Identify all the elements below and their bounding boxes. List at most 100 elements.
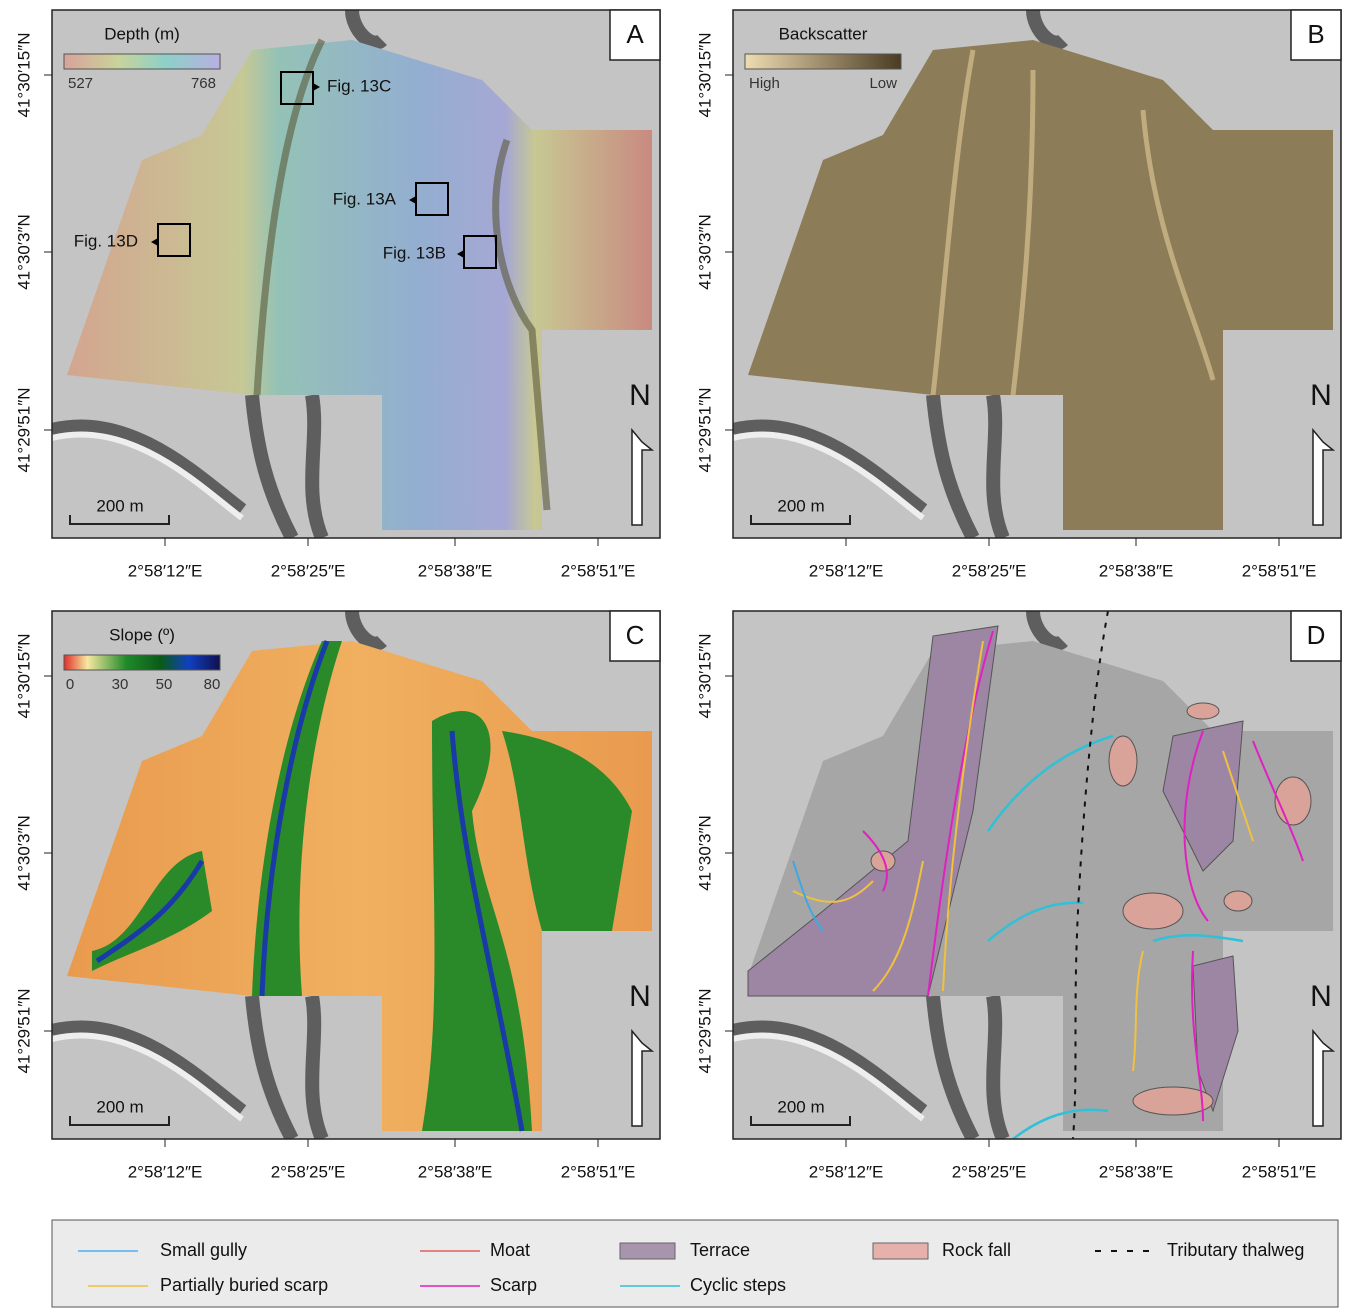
tributary-thalweg [1072, 611, 1109, 1139]
gully-shade [52, 10, 387, 538]
legend-swatch [872, 1242, 929, 1260]
figure-pointer [457, 250, 464, 258]
rock-fall [1108, 735, 1138, 787]
panel-label-box [609, 9, 661, 61]
panel-label-box [1290, 9, 1342, 61]
north-arrow [1312, 427, 1336, 526]
panel-label: A [626, 19, 644, 49]
colorbar-tick-label: 527 [68, 75, 93, 92]
colorbar-title: Depth (m) [104, 24, 180, 43]
panel-frame [732, 610, 1342, 1140]
gully-shade [52, 611, 387, 1139]
x-tick-label: 2°58′51″E [1242, 1162, 1317, 1181]
small-gully [792, 860, 824, 932]
gully-light [733, 1032, 925, 1122]
backscatter-streak [930, 49, 1216, 396]
north-label: N [629, 379, 651, 412]
north-label: N [1310, 379, 1332, 412]
north-label: N [1310, 980, 1332, 1013]
scale-bar [69, 1116, 170, 1126]
panel-frame [732, 9, 1342, 539]
y-tick-label: 41°30′3″N [695, 815, 714, 891]
panel-frame [51, 610, 661, 1140]
rock-fall [1223, 890, 1253, 912]
x-tick-label: 2°58′25″E [952, 561, 1027, 580]
legend-label: Scarp [490, 1275, 537, 1295]
legend-label: Terrace [690, 1240, 750, 1260]
y-tick-label: 41°30′3″N [14, 214, 33, 290]
y-tick-label: 41°30′15″N [14, 633, 33, 718]
colorbar-title: Backscatter [779, 24, 868, 43]
y-tick-label: 41°30′15″N [14, 32, 33, 117]
rock-fall [1186, 702, 1220, 720]
x-tick-label: 2°58′25″E [952, 1162, 1027, 1181]
scale-bar [750, 515, 851, 525]
legend-label: Moat [490, 1240, 530, 1260]
x-tick-label: 2°58′38″E [1099, 561, 1174, 580]
x-tick-label: 2°58′38″E [1099, 1162, 1174, 1181]
figure-pointer [409, 196, 416, 204]
x-tick-label: 2°58′38″E [418, 1162, 493, 1181]
legend-label: Small gully [160, 1240, 247, 1260]
x-tick-label: 2°58′38″E [418, 561, 493, 580]
colorbar-tick-label: 80 [204, 676, 221, 693]
panel-frame [51, 9, 661, 539]
legend-label: Partially buried scarp [160, 1275, 328, 1295]
figure-ref: Fig. 13B [383, 243, 446, 262]
map-image [52, 611, 660, 1139]
colorbar-tick-label: 30 [112, 676, 129, 693]
colorbar-tick-label: 768 [191, 75, 216, 92]
colorbar-tick-label: 50 [156, 676, 173, 693]
figure-pointer [151, 238, 158, 246]
scale-bar [69, 515, 170, 525]
map-panel: D 200 m N 2°58′12″E 2°58′25″E 2°58′38″E 2°58′5… [695, 610, 1342, 1181]
gully-shade [733, 611, 1068, 1139]
rock-fall [1132, 1086, 1214, 1116]
colorbar [63, 53, 221, 70]
x-tick-label: 2°58′12″E [128, 1162, 203, 1181]
backscatter [748, 40, 1333, 530]
gully-light [52, 1032, 244, 1122]
scale-bar-label: 200 m [777, 1097, 824, 1116]
rock-fall [1122, 892, 1184, 930]
panel-label: D [1307, 620, 1326, 650]
x-tick-label: 2°58′25″E [271, 561, 346, 580]
y-tick-label: 41°29′51″N [14, 988, 33, 1073]
panel-label: B [1307, 19, 1324, 49]
scale-bar-label: 200 m [96, 496, 143, 515]
y-tick-label: 41°29′51″N [695, 387, 714, 472]
colorbar-tick-label: High [749, 75, 780, 92]
x-tick-label: 2°58′25″E [271, 1162, 346, 1181]
scale-bar-label: 200 m [96, 1097, 143, 1116]
y-tick-label: 41°29′51″N [695, 988, 714, 1073]
x-tick-label: 2°58′12″E [809, 561, 884, 580]
scarp [862, 630, 1304, 1122]
panel-label-box [609, 610, 661, 662]
terrace [1162, 720, 1244, 872]
north-arrow [1312, 1028, 1336, 1127]
x-tick-label: 2°58′12″E [128, 561, 203, 580]
figure-pointer [313, 83, 320, 91]
legend-label: Cyclic steps [690, 1275, 786, 1295]
figure-ref: Fig. 13A [333, 189, 397, 208]
colorbar-tick-label: 0 [66, 676, 74, 693]
legend-swatch [619, 1242, 676, 1260]
north-arrow [631, 427, 655, 526]
cyclic-steps [986, 734, 1244, 1139]
y-tick-label: 41°30′15″N [695, 32, 714, 117]
partially-buried-scarp [792, 640, 1254, 1072]
colorbar-title: Slope (º) [109, 625, 175, 644]
colorbar [744, 53, 902, 70]
map-panel: B Backscatter High Low 200 m N 2°58′12″E 2°58′2… [695, 9, 1342, 580]
legend-box [51, 1219, 1339, 1308]
bathymetry [67, 40, 652, 530]
gully-light [733, 431, 925, 521]
scale-bar-label: 200 m [777, 496, 824, 515]
x-tick-label: 2°58′51″E [1242, 561, 1317, 580]
figure-ref: Fig. 13D [74, 231, 138, 250]
scarp-shade [253, 38, 551, 511]
x-tick-label: 2°58′12″E [809, 1162, 884, 1181]
legend: Small gully Moat Terrace Rock fall Tributary… [51, 1219, 1339, 1308]
colorbar [63, 654, 221, 671]
